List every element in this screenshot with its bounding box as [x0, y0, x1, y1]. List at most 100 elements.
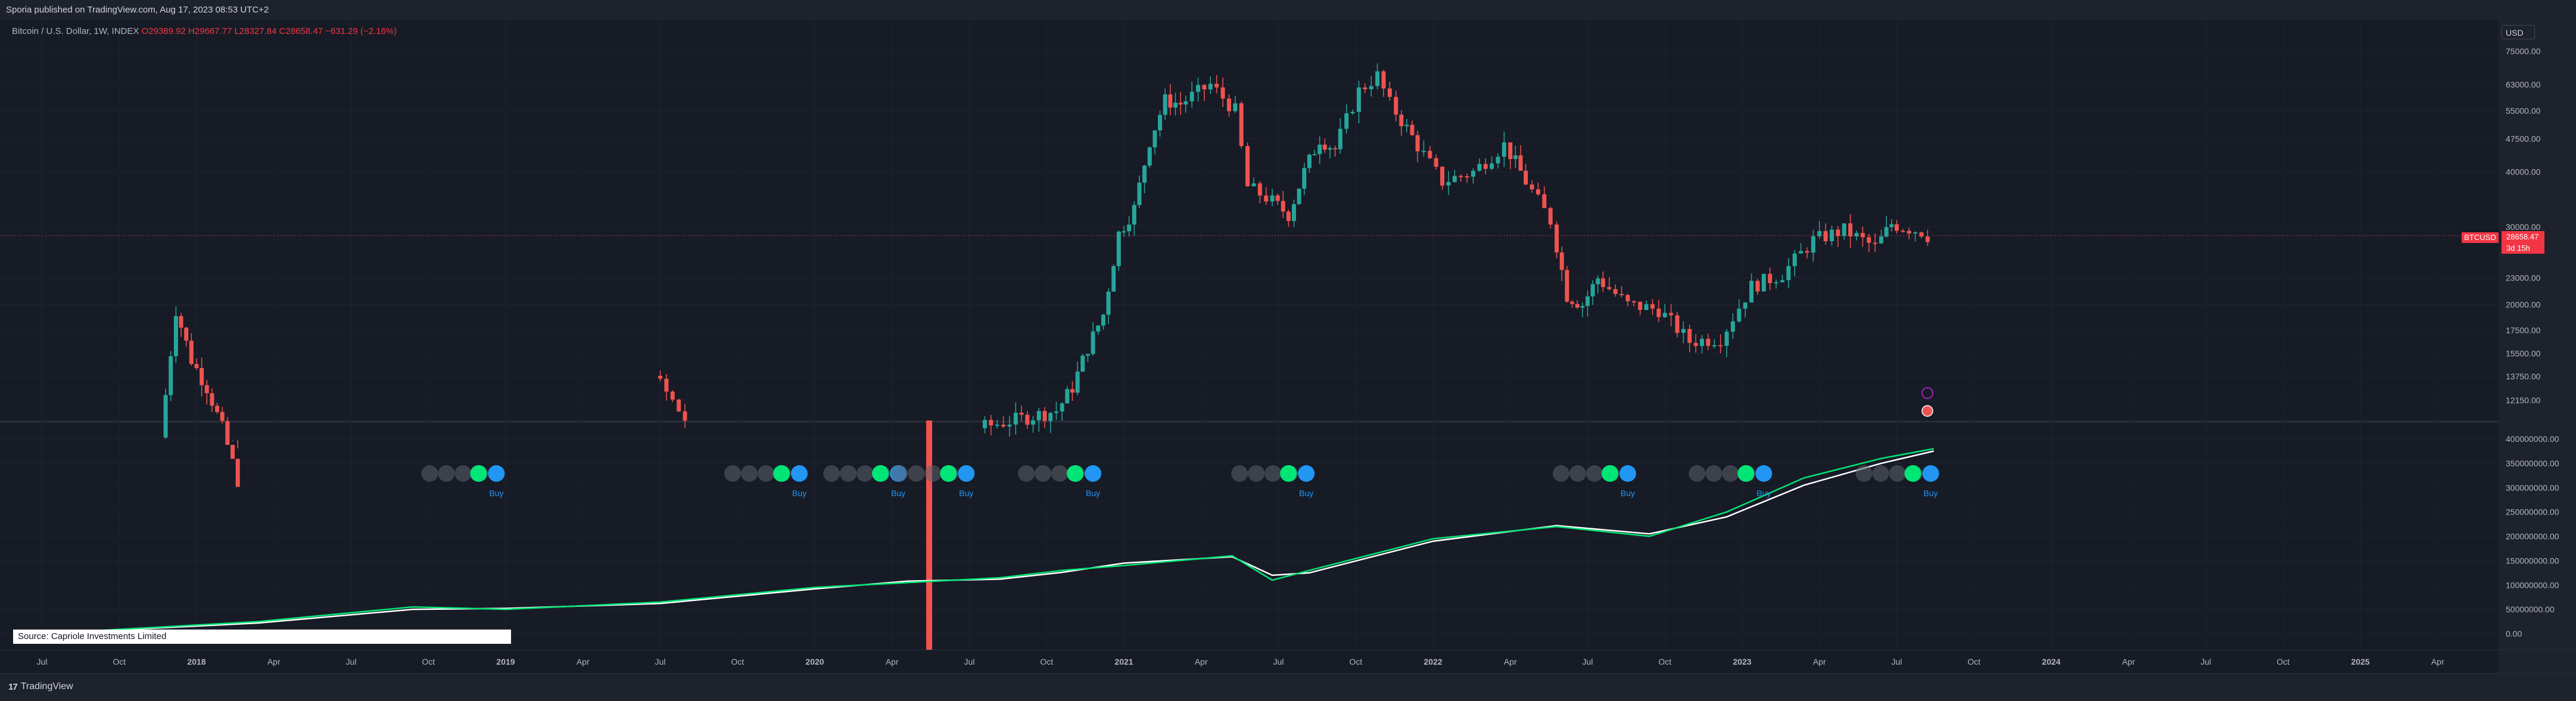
candle-body [1901, 230, 1905, 232]
candle-body [184, 328, 189, 341]
price-tick-label: 12150.00 [2506, 395, 2541, 405]
buy-label: Buy [891, 488, 905, 498]
candle-body [1817, 231, 1822, 236]
candle-body [1091, 331, 1095, 354]
signal-dot-on [1067, 465, 1084, 482]
signal-dot-on [1280, 465, 1297, 482]
candle-body [1152, 130, 1157, 148]
candle-body [1065, 389, 1070, 404]
time-tick-label: 2023 [1733, 657, 1751, 666]
candle-body [1394, 96, 1398, 115]
candle-body [1860, 233, 1865, 238]
candle-body [220, 412, 225, 421]
candle-body [163, 395, 168, 438]
price-tick-label: 75000.00 [2506, 46, 2541, 56]
candle-body [1338, 129, 1342, 149]
time-tick-label: Apr [886, 657, 899, 666]
candle-body [1743, 302, 1748, 309]
signal-dot-on [1601, 465, 1618, 482]
source-note: Source: Capriole Investments Limited [13, 630, 511, 644]
signal-dot-off [1569, 465, 1586, 482]
candle-body [1625, 295, 1630, 301]
candle-body [1281, 201, 1285, 212]
candle-body [1706, 338, 1711, 346]
candle-body [1036, 411, 1041, 420]
candle-body [1535, 189, 1540, 195]
price-tick-label: 63000.00 [2506, 80, 2541, 89]
candle-body [1555, 225, 1559, 253]
candle-body [200, 367, 204, 385]
candle-body [1518, 155, 1523, 171]
candle-body [982, 420, 987, 428]
candle-body [1805, 251, 1809, 253]
candle-body [1387, 88, 1392, 97]
candle-body [1867, 237, 1871, 243]
price-tick-label: 47500.00 [2506, 134, 2541, 144]
signal-dot-off [1231, 465, 1248, 482]
candle-body [1724, 331, 1729, 346]
time-tick-label: Apr [577, 657, 590, 666]
candle-body [1761, 273, 1766, 292]
candle-body [1638, 301, 1643, 310]
candle-body [1116, 231, 1121, 266]
price-tick-label: 23000.00 [2506, 273, 2541, 283]
tradingview-icon: 17 [8, 681, 18, 692]
chart-area[interactable]: 75000.00 63000.00 55000.00 47500.00 40000.00… [0, 20, 2576, 673]
candle-body [1127, 225, 1132, 232]
time-tick-label: Apr [1504, 657, 1517, 666]
buy-signal-dot [1755, 465, 1773, 482]
candle-body [210, 393, 214, 406]
candle-body [1590, 284, 1595, 297]
buy-label: Buy [1756, 488, 1771, 498]
candle-body [1031, 420, 1036, 425]
time-tick-label: Oct [2276, 657, 2290, 666]
buy-signal-dot [1619, 465, 1636, 482]
candle-body [1675, 315, 1680, 334]
candle-body [1375, 71, 1380, 86]
signal-dot-off [1722, 465, 1739, 482]
signal-dot-off [724, 465, 742, 482]
candle-body [1421, 151, 1426, 152]
candle-body [1700, 338, 1705, 346]
candle-body [1919, 232, 1924, 237]
buy-signal-dot [791, 465, 808, 482]
signal-dot-off [1889, 465, 1906, 482]
high-value: H29667.77 [188, 26, 232, 36]
candle-body [1220, 87, 1225, 99]
candle-body [1580, 306, 1585, 308]
tradingview-logo[interactable]: 17 TradingView [8, 681, 73, 692]
buy-signal-dot [1922, 465, 1939, 482]
candle-body [1369, 86, 1373, 89]
candle-body [1183, 101, 1188, 105]
fast-ma-line [42, 448, 1935, 635]
currency-button[interactable]: USD [2502, 25, 2535, 39]
candle-body [1823, 231, 1828, 241]
candle-body [1106, 291, 1111, 315]
signal-dot-off [1552, 465, 1569, 482]
candle-body [995, 425, 999, 426]
candle-body [215, 406, 220, 412]
last-price-value: 28658.47 [2506, 232, 2539, 241]
indicator-tick-label: 250000000.00 [2506, 507, 2559, 517]
time-tick-label: 2024 [2042, 657, 2060, 666]
buy-label: Buy [489, 488, 503, 498]
candle-body [1322, 144, 1327, 150]
candle-body [1737, 309, 1742, 322]
time-tick-label: Jul [346, 657, 357, 666]
last-price-tag: 28658.47 3d 15h [2502, 231, 2544, 254]
candle-body [189, 340, 194, 364]
candle-body [1600, 278, 1605, 287]
candle-body [1496, 157, 1500, 164]
buy-signal-dot [958, 465, 975, 482]
time-tick-label: Apr [1813, 657, 1826, 666]
candle-body [1440, 167, 1445, 186]
symbol-name[interactable]: Bitcoin / U.S. Dollar, 1W, INDEX [12, 26, 139, 36]
candle-body [1879, 236, 1884, 244]
signal-dot-on [940, 465, 957, 482]
signal-dot-on [470, 465, 487, 482]
signal-dot-off [1018, 465, 1035, 482]
time-tick-label: Jul [1583, 657, 1593, 666]
indicator-tick-label: 50000000.00 [2506, 605, 2555, 614]
candle-body [1768, 273, 1773, 283]
signal-dot-off [891, 465, 908, 482]
